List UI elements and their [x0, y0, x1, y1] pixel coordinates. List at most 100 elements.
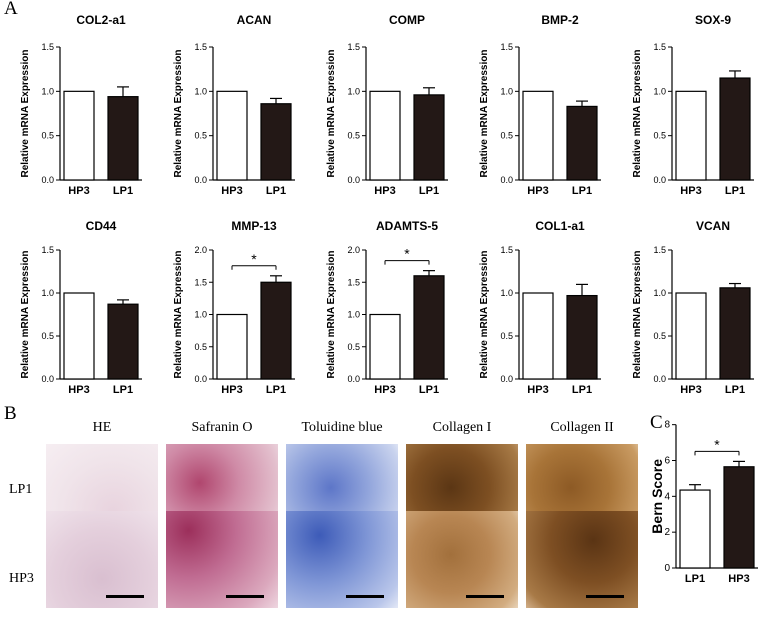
- chart-title: BMP-2: [541, 13, 579, 27]
- y-tick-label: 1.5: [194, 277, 207, 287]
- category-label: HP3: [221, 384, 242, 396]
- category-label: LP1: [113, 185, 133, 197]
- y-tick-label: 1.0: [194, 310, 207, 320]
- y-tick-label: 0.0: [41, 374, 54, 384]
- y-tick-label: 1.5: [41, 245, 54, 255]
- category-label: HP3: [374, 185, 395, 197]
- scale-bar: [106, 595, 144, 598]
- category-label: LP1: [419, 384, 439, 396]
- y-axis-label: Relative mRNA Expression: [479, 49, 490, 177]
- y-tick-label: 2.0: [347, 245, 360, 255]
- chart-title: VCAN: [696, 219, 730, 233]
- y-tick-label: 6: [664, 455, 670, 466]
- bar: [63, 292, 95, 380]
- category-label: HP3: [374, 384, 395, 396]
- bar: [413, 275, 445, 380]
- y-axis-label: Relative mRNA Expression: [20, 49, 31, 177]
- micrograph-hp3-toluidine-blue: [286, 511, 398, 608]
- y-tick-label: 1.5: [500, 245, 513, 255]
- category-label: HP3: [728, 573, 749, 585]
- y-axis-label: Relative mRNA Expression: [632, 49, 643, 177]
- category-label: LP1: [685, 573, 705, 585]
- y-tick-label: 0.0: [41, 175, 54, 185]
- category-label: LP1: [266, 185, 286, 197]
- y-tick-label: 0.0: [653, 374, 666, 384]
- bar: [719, 287, 751, 380]
- category-label: LP1: [113, 384, 133, 396]
- chart-title: SOX-9: [695, 13, 731, 27]
- bar: [675, 90, 707, 181]
- category-label: HP3: [221, 185, 242, 197]
- bar: [566, 105, 598, 181]
- bar: [260, 281, 292, 380]
- chart-title: ACAN: [237, 13, 272, 27]
- y-axis-label: Bern Score: [649, 459, 665, 534]
- y-tick-label: 0.5: [653, 331, 666, 341]
- chart-title: COMP: [389, 13, 425, 27]
- y-tick-label: 0.0: [194, 175, 207, 185]
- category-label: HP3: [527, 384, 548, 396]
- column-heading-collagen-ii: Collagen II: [550, 420, 614, 435]
- bar: [369, 313, 401, 380]
- bar: [675, 292, 707, 380]
- y-tick-label: 1.0: [347, 310, 360, 320]
- bar: [719, 77, 751, 181]
- column-heading-collagen-i: Collagen I: [432, 420, 492, 435]
- column-heading-toluidine-blue: Toluidine blue: [301, 420, 383, 435]
- chart-title: COL1-a1: [535, 219, 585, 233]
- y-tick-label: 0.5: [194, 131, 207, 141]
- bar: [260, 103, 292, 181]
- row-heading-hp3: HP3: [9, 571, 34, 586]
- chart-title: MMP-13: [231, 219, 277, 233]
- y-axis-label: Relative mRNA Expression: [173, 250, 184, 378]
- y-tick-label: 1.5: [347, 277, 360, 287]
- column-heading-safranin-o: Safranin O: [191, 420, 253, 435]
- category-label: HP3: [68, 185, 89, 197]
- y-tick-label: 0.0: [194, 374, 207, 384]
- y-tick-label: 0.5: [41, 331, 54, 341]
- bar: [566, 294, 598, 380]
- y-tick-label: 0: [664, 563, 670, 574]
- bar: [413, 94, 445, 181]
- y-tick-label: 0.0: [500, 175, 513, 185]
- y-tick-label: 1.0: [500, 288, 513, 298]
- bar: [679, 489, 711, 569]
- y-tick-label: 4: [664, 491, 670, 502]
- y-tick-label: 1.0: [41, 86, 54, 96]
- y-tick-label: 1.0: [347, 86, 360, 96]
- y-tick-label: 0.0: [347, 175, 360, 185]
- bar: [522, 292, 554, 380]
- chart-title: ADAMTS-5: [376, 219, 438, 233]
- y-tick-label: 1.0: [41, 288, 54, 298]
- y-axis-label: Relative mRNA Expression: [326, 49, 337, 177]
- significance-marker: *: [251, 251, 257, 267]
- category-label: LP1: [266, 384, 286, 396]
- y-tick-label: 2.0: [194, 245, 207, 255]
- bar: [216, 313, 248, 380]
- category-label: LP1: [419, 185, 439, 197]
- panel-c-label: C: [650, 412, 663, 433]
- micrograph-hp3-he: [46, 511, 158, 608]
- scale-bar: [226, 595, 264, 598]
- category-label: HP3: [680, 384, 701, 396]
- significance-marker: *: [404, 246, 410, 262]
- y-tick-label: 0.0: [653, 175, 666, 185]
- category-label: LP1: [572, 185, 592, 197]
- bar: [63, 90, 95, 181]
- significance-marker: *: [714, 436, 720, 452]
- y-tick-label: 1.5: [653, 42, 666, 52]
- micrograph-hp3-safranin-o: [166, 511, 278, 608]
- y-tick-label: 1.0: [653, 288, 666, 298]
- y-tick-label: 2: [664, 527, 670, 538]
- y-tick-label: 0.0: [347, 374, 360, 384]
- y-tick-label: 1.5: [653, 245, 666, 255]
- y-tick-label: 1.0: [194, 86, 207, 96]
- panel-a-label: A: [4, 0, 18, 19]
- y-tick-label: 0.5: [653, 131, 666, 141]
- panel-b-label: B: [4, 403, 17, 424]
- y-tick-label: 1.5: [500, 42, 513, 52]
- y-axis-label: Relative mRNA Expression: [479, 250, 490, 378]
- y-axis-label: Relative mRNA Expression: [326, 250, 337, 378]
- y-tick-label: 1.0: [500, 86, 513, 96]
